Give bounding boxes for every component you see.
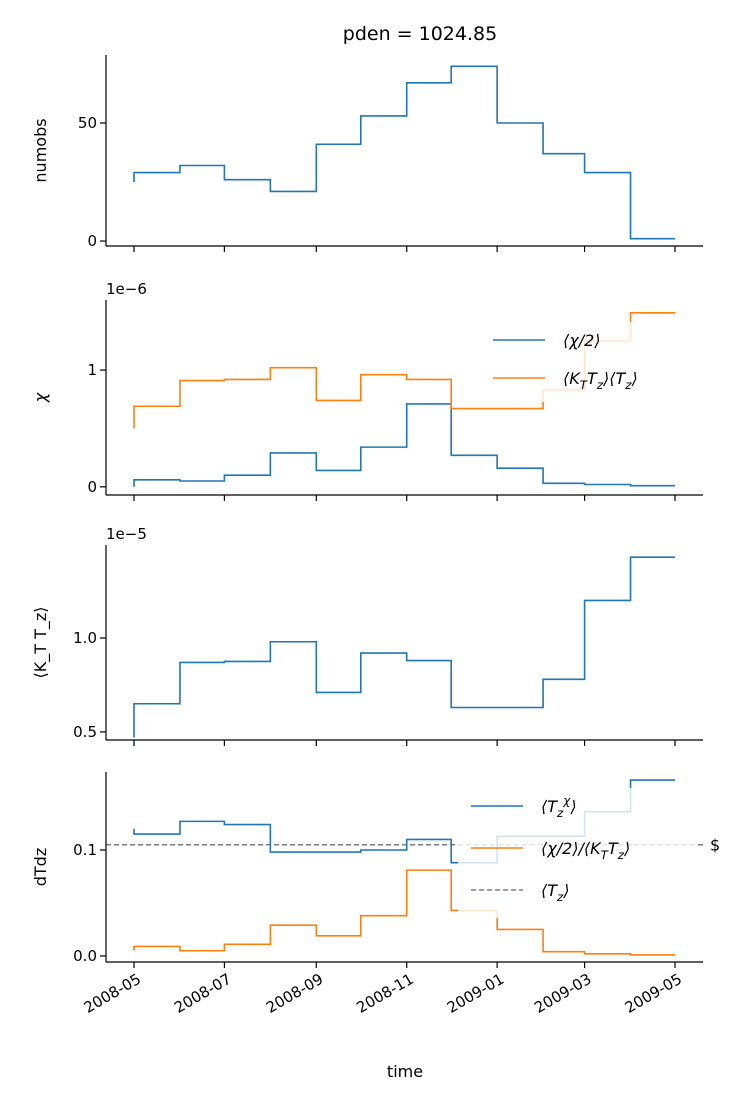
series-line-1 (133, 556, 675, 738)
legend-label: ⟨χ/2⟩ (563, 331, 601, 350)
y-axis-label: numobs (31, 118, 50, 182)
legend-box (480, 322, 695, 402)
subplot-1: 0 50 numobs (31, 55, 703, 252)
offset-text: 1e−5 (106, 525, 147, 543)
y-tick-label: 1 (87, 361, 97, 379)
legend-label: ⟨Tz​⟩ (541, 881, 570, 904)
x-axis-label: time (387, 1062, 423, 1081)
legend: ⟨Tz​χ​⟩ ⟨χ/2⟩/⟨KT​Tz​⟩ ⟨Tz​⟩ (458, 788, 695, 918)
y-tick-label: 1.0 (73, 629, 97, 647)
y-tick-label: 0.0 (73, 947, 97, 965)
legend-box (458, 788, 695, 918)
series-line-1 (133, 65, 675, 240)
legend-label: ⟨KT​Tz​⟩⟨Tz​⟩ (563, 369, 638, 392)
y-tick-label: 0 (87, 232, 97, 250)
offset-text: 1e−6 (106, 280, 147, 298)
y-tick-label: 0.1 (73, 841, 97, 859)
subplot-2: 0 1 1e−6 χ ⟨χ/2⟩ ⟨KT​Tz​⟩⟨Tz​⟩ (31, 280, 703, 501)
y-tick-label: 0 (87, 478, 97, 496)
y-tick-label: 50 (78, 114, 97, 132)
legend: ⟨χ/2⟩ ⟨KT​Tz​⟩⟨Tz​⟩ (480, 322, 695, 402)
legend-label: ⟨χ/2⟩/⟨KT​Tz​⟩ (541, 839, 630, 862)
legend-label: ⟨Tz​χ​⟩ (541, 793, 577, 820)
y-axis-label: ⟨K_T T_z⟩ (31, 606, 51, 678)
annotation-text: $ (710, 836, 720, 855)
chart-title: pden = 1024.85 (343, 23, 497, 45)
y-axis-label: dTdz (31, 848, 50, 886)
series-line-2 (133, 869, 675, 956)
series-line-1 (133, 403, 675, 487)
subplot-3: 0.5 1.0 1e−5 ⟨K_T T_z⟩ (31, 525, 703, 746)
y-tick-label: 0.5 (73, 723, 97, 741)
y-axis-label: χ (31, 392, 50, 403)
